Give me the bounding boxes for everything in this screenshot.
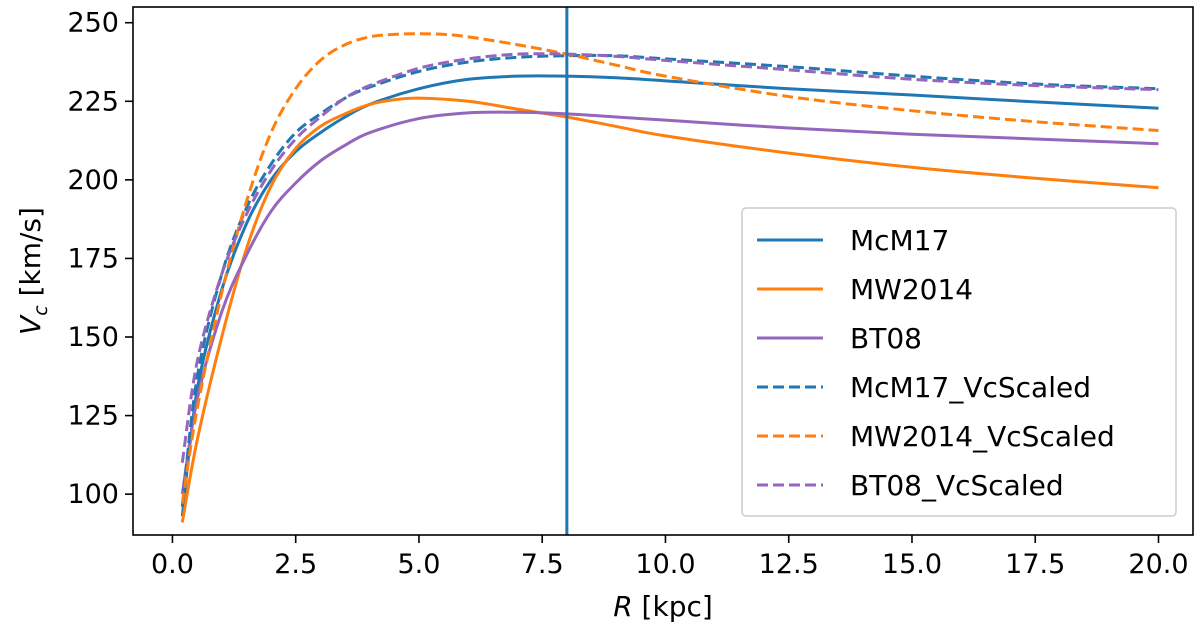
legend-box xyxy=(741,207,1177,517)
y-tick-label: 100 xyxy=(67,479,119,510)
x-tick-label: 2.5 xyxy=(274,549,317,580)
legend-label: MW2014_VcScaled xyxy=(850,420,1115,453)
y-axis-label: Vc [km/s] xyxy=(14,207,52,335)
x-tick-label: 12.5 xyxy=(759,549,819,580)
legend-label: McM17 xyxy=(850,224,949,257)
legend: McM17 MW2014 BT08 McM17_VcScaled MW2014_VcSc… xyxy=(741,207,1177,517)
x-tick-label: 20.0 xyxy=(1128,549,1188,580)
legend-label: BT08 xyxy=(850,322,922,355)
legend-label: BT08_VcScaled xyxy=(850,469,1064,502)
legend-label: McM17_VcScaled xyxy=(850,371,1091,404)
y-axis-ticks: 100 125 150 175 200 225 250 xyxy=(67,8,133,510)
x-tick-label: 15.0 xyxy=(882,549,942,580)
x-tick-label: 5.0 xyxy=(397,549,440,580)
x-tick-label: 17.5 xyxy=(1005,549,1065,580)
x-tick-label: 7.5 xyxy=(521,549,564,580)
series-line-mcm17-vcscaled xyxy=(180,53,1159,507)
x-axis-ticks: 0.0 2.5 5.0 7.5 10.0 12.5 15.0 17.5 20.0 xyxy=(151,535,1189,580)
series-line-bt08 xyxy=(180,110,1159,495)
y-tick-label: 200 xyxy=(67,165,119,196)
x-axis-label: R [kpc] xyxy=(613,590,713,623)
y-tick-label: 175 xyxy=(67,243,119,274)
y-tick-label: 150 xyxy=(67,322,119,353)
series-lines xyxy=(180,32,1159,523)
legend-label: MW2014 xyxy=(850,273,973,306)
y-tick-label: 250 xyxy=(67,8,119,39)
series-line-mw2014 xyxy=(180,96,1159,523)
series-line-mcm17 xyxy=(180,74,1159,517)
series-line-bt08-vcscaled xyxy=(180,52,1159,463)
y-tick-label: 125 xyxy=(67,401,119,432)
x-tick-label: 0.0 xyxy=(151,549,194,580)
x-tick-label: 10.0 xyxy=(635,549,695,580)
legend-items: McM17 MW2014 BT08 McM17_VcScaled MW2014_VcSc… xyxy=(757,224,1115,502)
series-line-mw2014-vcscaled xyxy=(180,32,1159,504)
y-tick-label: 225 xyxy=(67,86,119,117)
plot-frame xyxy=(132,6,1194,536)
